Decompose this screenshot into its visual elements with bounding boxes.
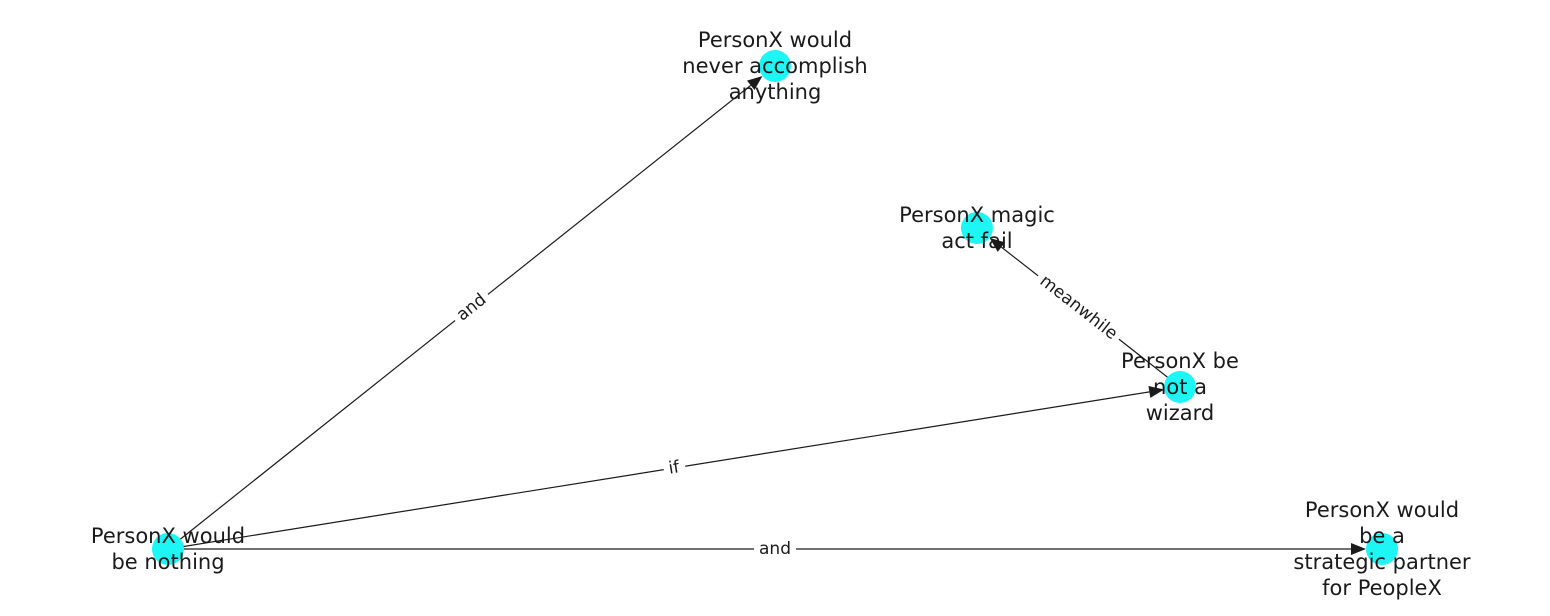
edge-label: and xyxy=(759,539,791,559)
node-label-n_wizard: PersonX be not a wizard xyxy=(1121,349,1239,425)
node-label-line: never accomplish xyxy=(682,54,867,78)
edge-n_nothing-to-n_wizard: if xyxy=(167,385,1165,550)
edges-layer: and if and meanwhile xyxy=(167,75,1366,561)
node-label-line: be nothing xyxy=(111,550,224,574)
edge-label-background xyxy=(1030,266,1127,349)
node-label-line: not a xyxy=(1153,375,1207,399)
node-label-n_partner: PersonX would be a strategic partner for Pe… xyxy=(1293,498,1471,600)
arrow-head xyxy=(1148,385,1165,398)
edge-n_nothing-to-n_partner: and xyxy=(168,537,1366,561)
edge-label-group: and xyxy=(447,285,496,330)
node-label-line: strategic partner xyxy=(1293,550,1471,574)
edge-label-group: if xyxy=(661,454,688,482)
node-label-line: PersonX would xyxy=(91,524,245,548)
node-n_nothing xyxy=(152,533,184,565)
edge-label-group: and xyxy=(754,537,796,561)
edge-label-group: meanwhile xyxy=(1030,266,1127,349)
node-n_partner xyxy=(1366,533,1398,565)
edge-label: meanwhile xyxy=(1036,271,1121,344)
node-n_wizard xyxy=(1164,371,1196,403)
node-label-line: for PeopleX xyxy=(1322,576,1442,600)
arrow-head xyxy=(1351,543,1366,555)
node-label-line: act fail xyxy=(941,229,1012,253)
edge-label-background xyxy=(754,537,796,561)
node-label-line: wizard xyxy=(1146,401,1215,425)
nodes-layer xyxy=(152,50,1398,565)
node-label-line: PersonX magic xyxy=(899,203,1055,227)
node-label-line: PersonX would xyxy=(1305,498,1459,522)
node-label-line: be a xyxy=(1359,524,1405,548)
edge-label: if xyxy=(667,457,682,479)
node-label-n_magic: PersonX magic act fail xyxy=(899,203,1055,253)
edge-label-background xyxy=(447,285,496,330)
node-label-n_accomplish: PersonX would never accomplish anything xyxy=(682,28,867,104)
node-label-line: anything xyxy=(729,80,822,104)
node-label-line: PersonX be xyxy=(1121,349,1239,373)
node-label-line: PersonX would xyxy=(698,28,852,52)
edge-line xyxy=(167,391,1150,550)
node-n_accomplish xyxy=(759,50,791,82)
node-label-n_nothing: PersonX would be nothing xyxy=(91,524,245,574)
arrow-head xyxy=(747,75,763,90)
node-n_magic xyxy=(961,212,993,244)
arrow-head xyxy=(989,237,1006,252)
edge-label-background xyxy=(661,454,688,482)
